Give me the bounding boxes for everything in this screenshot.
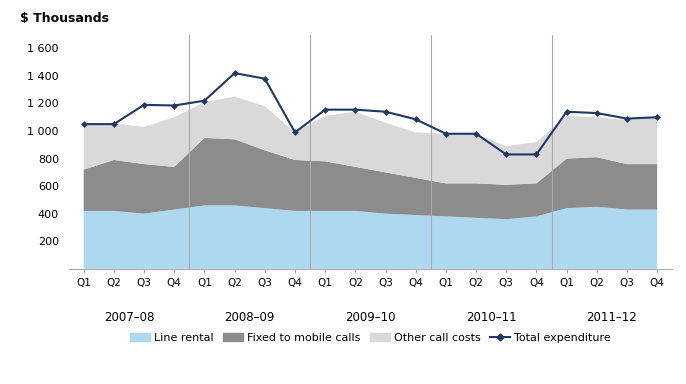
Text: 2007–08: 2007–08 [104, 311, 154, 324]
Text: 2008–09: 2008–09 [224, 311, 275, 324]
Text: 2011–12: 2011–12 [587, 311, 637, 324]
Text: $ Thousands: $ Thousands [21, 12, 109, 25]
Text: 2009–10: 2009–10 [345, 311, 396, 324]
Text: 2010–11: 2010–11 [466, 311, 517, 324]
Legend: Line rental, Fixed to mobile calls, Other call costs, Total expenditure: Line rental, Fixed to mobile calls, Othe… [126, 329, 615, 348]
